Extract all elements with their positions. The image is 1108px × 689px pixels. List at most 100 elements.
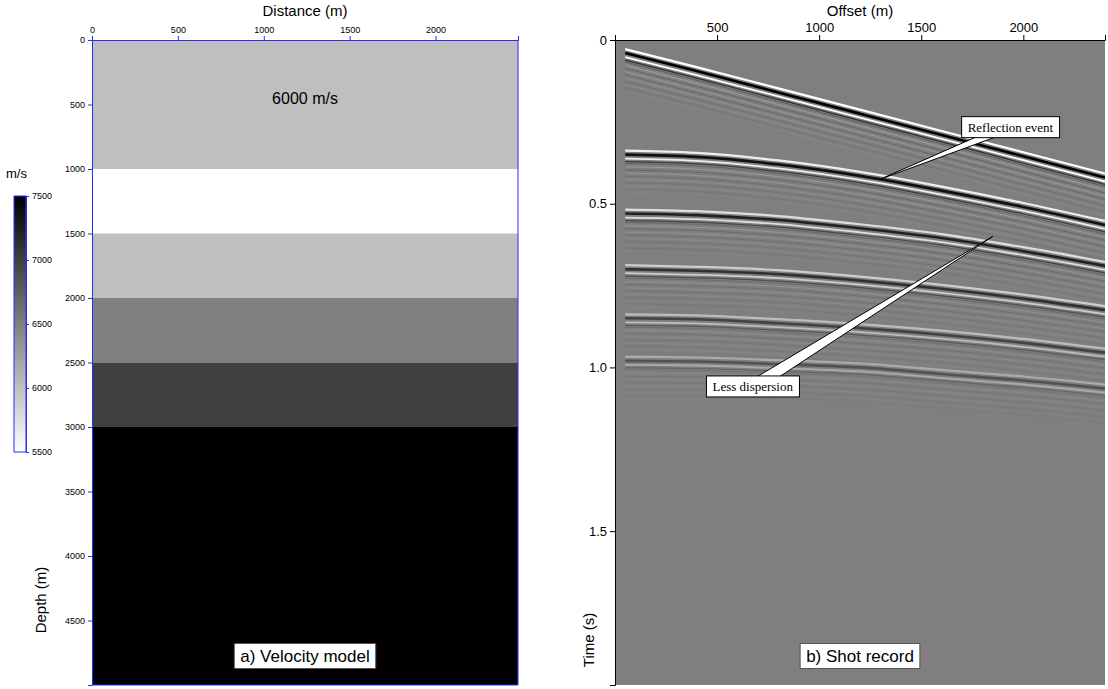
layer [92, 234, 518, 299]
y-axis-tick-mark [88, 427, 92, 428]
panel-a: 0500100015002000050010001500200025003000… [6, 2, 519, 686]
plot-background [615, 40, 1105, 685]
y-axis-tick: 0.5 [589, 196, 615, 211]
y-axis-tick-mark [610, 531, 615, 532]
x-axis-tick-mark [717, 35, 718, 40]
y-axis-tick: 4500 [65, 616, 92, 626]
y-axis-tick-mark [88, 621, 92, 622]
event [625, 314, 1105, 390]
x-axis-title: Distance (m) [262, 2, 347, 19]
event [625, 49, 1105, 215]
colorbar-axis-tick: 7500 [26, 191, 52, 201]
colorbar-axis-tick-label: 7000 [32, 255, 52, 265]
event-line [625, 49, 1105, 173]
y-axis-tick-label: 0.5 [589, 196, 607, 211]
event-line [625, 81, 1105, 205]
y-axis-tick-mark [88, 492, 92, 493]
y-axis-title: Depth (m) [32, 567, 49, 634]
event-line [625, 214, 1105, 266]
layer [92, 169, 518, 234]
panel-title: b) Shot record [806, 647, 914, 666]
y-axis-tick-label: 2000 [65, 293, 85, 303]
event-line [625, 186, 1105, 256]
y-axis-tick-mark [88, 363, 92, 364]
layer [92, 363, 518, 428]
x-axis-tick-mark [178, 36, 179, 40]
y-axis-tick: 1.0 [589, 360, 615, 375]
colorbar-axis-tick: 5500 [26, 447, 52, 457]
event-line [625, 62, 1105, 186]
panel-title-group: a) Velocity model [234, 644, 375, 669]
callout-text-box [962, 117, 1060, 138]
event-line [625, 84, 1105, 208]
y-axis-tick: 0 [600, 33, 615, 48]
x-axis-tick: 2000 [426, 25, 446, 40]
x-axis-tick-mark [350, 36, 351, 40]
y-axis-tick: 2000 [65, 293, 92, 303]
y-axis-tick-mark [88, 169, 92, 170]
x-axis: 0500100015002000 [90, 25, 519, 41]
colorbar-axis-tick-label: 5500 [32, 447, 52, 457]
event [625, 357, 1105, 427]
colorbar-axis-tick-mark [26, 452, 29, 453]
y-axis-tick-mark [88, 234, 92, 235]
y-axis-line [88, 41, 93, 686]
x-axis-tick-mark [819, 35, 820, 40]
y-axis-tick-mark [610, 40, 615, 41]
colorbar-axis-tick-label: 6500 [32, 319, 52, 329]
x-axis-tick: 1000 [805, 20, 834, 40]
y-axis-tick-mark [88, 40, 92, 41]
colorbar-axis-tick: 7000 [26, 255, 52, 265]
colorbar [14, 196, 26, 452]
event-line [625, 221, 1105, 273]
y-axis-tick-label: 3500 [65, 487, 85, 497]
event [625, 151, 1105, 263]
y-axis-tick-mark [610, 204, 615, 205]
y-axis-tick: 500 [70, 100, 92, 110]
y-axis: 050010001500200025003000350040004500 [65, 35, 93, 685]
colorbar-title: m/s [6, 166, 27, 181]
x-axis-tick-mark [921, 35, 922, 40]
y-axis-tick: 4000 [65, 551, 92, 561]
x-axis-tick: 0 [90, 25, 95, 40]
layer [92, 427, 518, 685]
y-axis-tick: 0 [80, 35, 92, 45]
x-axis-line [616, 35, 1106, 41]
event-line [625, 65, 1105, 189]
events [625, 49, 1105, 426]
panel-title-group: b) Shot record [800, 644, 920, 669]
y-axis-tick-label: 4000 [65, 551, 85, 561]
layer [92, 298, 518, 363]
colorbar-axis-tick-mark [26, 388, 29, 389]
panel-b: 50010001500200000.51.01.5Offset (m)Time … [580, 2, 1106, 686]
y-axis-tick-label: 1500 [65, 229, 85, 239]
y-axis-tick-label: 4500 [65, 616, 85, 626]
x-axis-tick-mark [92, 36, 93, 40]
y-axis-tick-mark [610, 367, 615, 368]
callout-text-box [706, 376, 799, 397]
frame-right [518, 40, 519, 685]
x-axis-tick: 1500 [340, 25, 360, 40]
y-axis-tick-label: 1.5 [589, 524, 607, 539]
y-axis-tick-label: 500 [70, 100, 85, 110]
colorbar-axis-tick-label: 7500 [32, 191, 52, 201]
colorbar-axis-tick: 6000 [26, 383, 52, 393]
x-axis-tick: 2000 [1009, 20, 1038, 40]
y-axis-tick: 1.5 [589, 524, 615, 539]
event-line [625, 368, 1105, 396]
x-axis-tick-mark [1023, 35, 1024, 40]
callout-pointer [741, 236, 993, 386]
figure: 0500100015002000050010001500200025003000… [0, 0, 1108, 689]
colorbar-axis-tick-mark [26, 196, 29, 197]
colorbar-axis-tick-mark [26, 260, 29, 261]
x-axis: 500100015002000 [616, 20, 1106, 41]
colorbar-axis-tick: 6500 [26, 319, 52, 329]
colorbar-axis: 5500 6000 6500 7000 7500 [26, 191, 52, 457]
colorbar-axis-line [27, 197, 30, 453]
annotation: 6000 m/s [272, 90, 338, 107]
frame-bottom [92, 685, 518, 686]
callout: Less dispersion [706, 236, 992, 396]
y-axis-tick: 1500 [65, 229, 92, 239]
x-axis-tick-mark [264, 36, 265, 40]
y-axis-tick-label: 3000 [65, 422, 85, 432]
